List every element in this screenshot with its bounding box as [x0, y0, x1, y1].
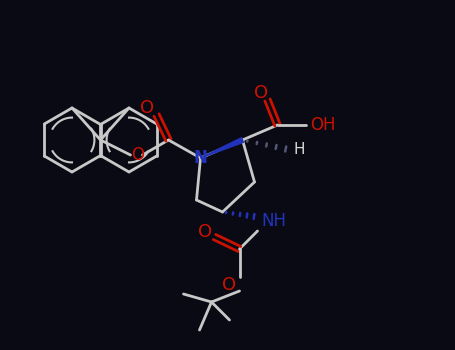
- Text: N: N: [193, 149, 207, 167]
- Text: O: O: [222, 276, 237, 294]
- Text: OH: OH: [310, 116, 335, 134]
- Text: O: O: [141, 99, 155, 117]
- Polygon shape: [201, 138, 243, 158]
- Text: NH: NH: [261, 212, 286, 230]
- Text: O: O: [131, 146, 144, 164]
- Text: H: H: [294, 142, 305, 158]
- Text: O: O: [254, 84, 268, 102]
- Text: O: O: [198, 223, 212, 241]
